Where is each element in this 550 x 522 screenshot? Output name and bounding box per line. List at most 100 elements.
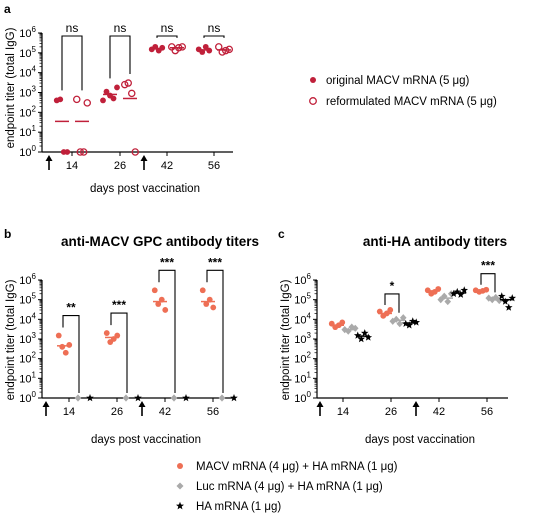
legend-luc-label: Luc mRNA (4 μg) + HA mRNA (1 μg) (196, 481, 383, 493)
panel-a-sig-bracket (203, 35, 225, 38)
panel-a-sig-label: ns (161, 21, 174, 35)
panel-c-point (360, 329, 369, 337)
panel-b-ytick-label: 101 (19, 370, 36, 385)
panel-b-letter: b (4, 227, 11, 241)
panel-c-sig-bracket (384, 293, 400, 313)
panel-a-ytick-label: 105 (19, 45, 36, 60)
panel-b-sig-label: *** (160, 255, 174, 269)
panel-c-xtick-label: 42 (433, 406, 445, 418)
panel-b-point (122, 394, 130, 402)
panel-c-point (344, 327, 352, 335)
panel-a-point (202, 43, 209, 50)
panel-b-xtick-label: 56 (207, 406, 219, 418)
panel-a-boost-arrowhead (45, 155, 53, 161)
panel-c-sig-label: * (390, 279, 395, 293)
panel-b-point (210, 304, 217, 311)
panel-a-letter: a (4, 2, 11, 16)
panel-a-xtick-label: 26 (114, 160, 126, 172)
panel-b-ytick-label: 100 (19, 390, 36, 405)
panel-b-ytick-label: 104 (19, 311, 36, 326)
panel-b-ytick-label: 105 (19, 292, 36, 307)
panel-c-point (412, 318, 421, 326)
panel-b-ytick-label: 102 (19, 351, 36, 366)
panel-b-xtick-label: 42 (159, 406, 171, 418)
panel-c-sig-label: *** (481, 259, 495, 273)
panel-c-point (392, 315, 400, 323)
panel-b-point (162, 307, 169, 313)
panel-a-xtick-label: 56 (208, 160, 220, 172)
panel-a-legend: original MACV mRNA (5 μg) reformulated M… (309, 75, 497, 108)
panel-c-point (495, 296, 503, 305)
panel-b-ytick-label: 106 (19, 272, 36, 287)
panel-a-ytick-label: 102 (19, 104, 36, 119)
panel-a-sig-bracket (61, 35, 83, 91)
panel-a-point (57, 96, 64, 103)
panel-b-point (134, 394, 142, 402)
panel-b-xlabel: days post vaccination (91, 434, 201, 446)
panel-b-point (55, 332, 62, 339)
panel-c-xlabel: days post vaccination (365, 434, 475, 446)
panel-b-sig-label: *** (112, 298, 126, 312)
panel-a-point (159, 44, 166, 51)
panel-c-ytick-label: 102 (294, 351, 311, 366)
panel-c-title: anti-HA antibody titers (363, 234, 507, 249)
panel-c-boost-arrowhead (316, 401, 324, 407)
panel-c-point (353, 331, 362, 339)
panel-a-point (131, 148, 139, 156)
panel-c-point (501, 297, 510, 305)
legend-ha-label: HA mRNA (1 μg) (196, 501, 281, 513)
panel-a-point (178, 43, 186, 51)
panel-a-point (167, 43, 176, 51)
panel-b-point (218, 394, 226, 402)
panel-c-point (460, 286, 469, 294)
panel-a-plot: 100 101 102 103 104 105 106 14 26 42 56 ns ns ns ns (19, 21, 233, 172)
panel-c-point (387, 307, 394, 313)
panel-a-xlabel: days post vaccination (90, 183, 200, 195)
panel-c-point (456, 290, 465, 298)
panel-c-ytick-label: 100 (294, 390, 311, 405)
panel-a-ytick-label: 106 (19, 25, 36, 40)
panel-c-point (364, 333, 373, 341)
panel-a-xtick-label: 14 (66, 160, 78, 172)
panel-c-point (405, 321, 414, 329)
panel-a-sig-label: ns (66, 21, 79, 35)
panel-c-ylabel: endpoint titer (total IgG) (280, 279, 292, 400)
legend-original-marker (310, 77, 316, 83)
panel-a-point (110, 95, 117, 102)
panel-a-point (64, 149, 71, 155)
panel-c-point (497, 292, 506, 300)
bottom-legend: MACV mRNA (4 μg) + HA mRNA (1 μg) Luc mR… (176, 461, 398, 513)
panel-b-title: anti-MACV GPC antibody titers (61, 234, 259, 249)
panel-c-xtick-label: 26 (385, 406, 397, 418)
panel-a-sig-bracket (109, 35, 131, 79)
panel-c-ytick-label: 105 (294, 292, 311, 307)
panel-a-ytick-label: 103 (19, 85, 36, 100)
panel-b-sig-bracket (110, 312, 128, 393)
panel-c-point (483, 286, 490, 293)
panel-a-xtick-label: 42 (161, 160, 173, 172)
panel-b-point (151, 287, 158, 294)
panel-c-letter: c (278, 227, 285, 241)
panel-a-point (100, 97, 106, 104)
panel-a-ytick-label: 100 (19, 144, 36, 159)
panel-b-point (230, 394, 238, 402)
panel-b-point (86, 394, 94, 402)
panel-a-point (124, 79, 133, 87)
legend-reformulated-label: reformulated MACV mRNA (5 μg) (326, 96, 497, 108)
legend-macv-label: MACV mRNA (4 μg) + HA mRNA (1 μg) (196, 461, 398, 473)
panel-c-ytick-label: 104 (294, 311, 311, 326)
panel-b-ylabel: endpoint titer (total IgG) (5, 279, 17, 400)
panel-c-point (444, 297, 452, 306)
panel-c-ytick-label: 101 (294, 370, 311, 385)
panel-a-point (114, 84, 120, 91)
panel-b-boost-arrowhead (138, 401, 146, 407)
panel-b-sig-label: ** (66, 301, 76, 315)
panel-b-sig-bracket (206, 269, 224, 393)
panel-c-ytick-label: 106 (294, 272, 311, 287)
panel-a-sig-label: ns (114, 21, 127, 35)
panel-c-xtick-label: 14 (337, 406, 349, 418)
panel-b-sig-bracket (62, 314, 80, 393)
panel-a-point (76, 148, 85, 156)
